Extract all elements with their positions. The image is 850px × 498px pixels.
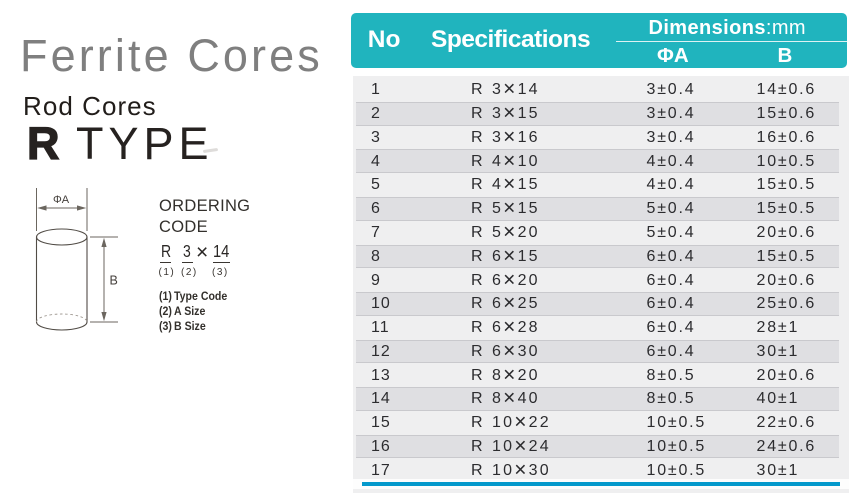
svg-text:B: B [110,274,118,288]
svg-text:ΦA: ΦA [53,194,70,206]
